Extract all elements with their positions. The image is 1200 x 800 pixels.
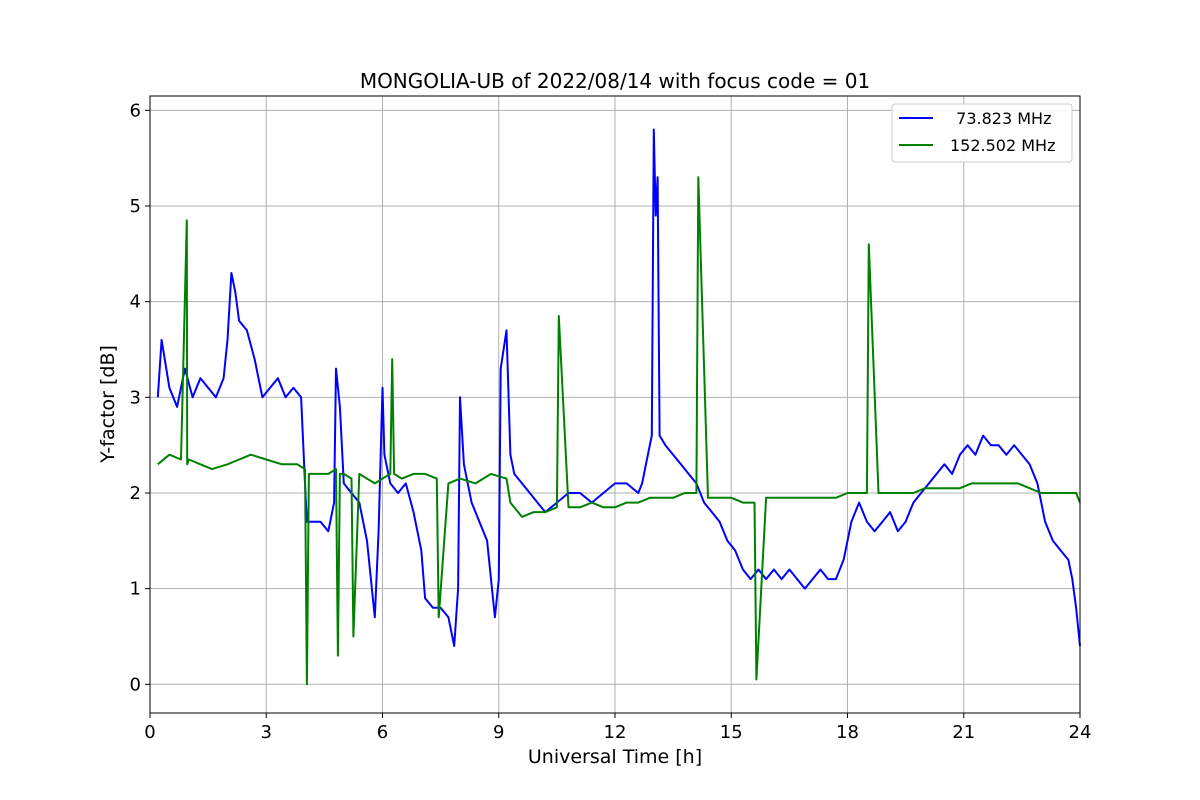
- legend-frame: [891, 103, 1073, 163]
- x-tick-label: 6: [377, 722, 388, 743]
- x-tick-label: 24: [1069, 722, 1092, 743]
- chart-title: MONGOLIA-UB of 2022/08/14 with focus cod…: [360, 69, 870, 93]
- x-tick-label: 0: [144, 722, 155, 743]
- y-tick-label: 6: [130, 100, 141, 121]
- legend: 73.823 MHz 152.502 MHz: [891, 103, 1073, 163]
- y-axis-label: Y-factor [dB]: [97, 345, 119, 464]
- y-tick-label: 3: [130, 387, 141, 408]
- x-tick-label: 18: [836, 722, 859, 743]
- legend-label-152mhz: 152.502 MHz: [950, 136, 1055, 155]
- y-tick-label: 1: [130, 579, 141, 600]
- x-axis-label: Universal Time [h]: [528, 746, 702, 768]
- y-tick-label: 0: [130, 674, 141, 695]
- series-layer: [156, 128, 1081, 686]
- series-line-1: [157, 176, 1081, 686]
- legend-label-73mhz: 73.823 MHz: [946, 109, 1051, 128]
- x-tick-label: 12: [604, 722, 627, 743]
- y-tick-label: 5: [130, 196, 141, 217]
- x-tick-label: 21: [952, 722, 975, 743]
- y-tick-label: 2: [130, 483, 141, 504]
- x-tick-label: 15: [720, 722, 743, 743]
- x-tick-label: 3: [261, 722, 272, 743]
- y-tick-label: 4: [130, 292, 141, 313]
- x-tick-label: 9: [493, 722, 504, 743]
